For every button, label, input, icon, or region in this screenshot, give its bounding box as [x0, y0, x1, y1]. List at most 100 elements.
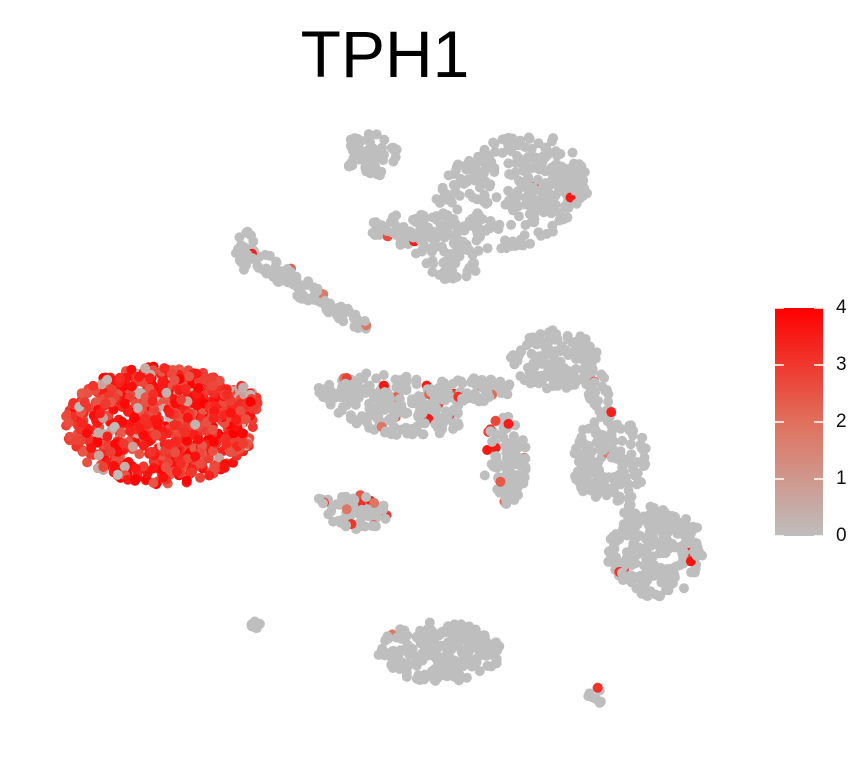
cell-point: [163, 439, 174, 450]
cluster-left-diagonal-arm: [231, 226, 372, 334]
cell-point: [582, 457, 593, 468]
cell-point: [180, 383, 191, 394]
cell-point: [456, 647, 467, 658]
cell-point: [598, 445, 609, 456]
cell-point: [454, 190, 465, 201]
cell-point: [426, 639, 437, 650]
cell-point: [313, 493, 324, 504]
cell-point: [572, 466, 583, 477]
cell-point: [362, 386, 373, 397]
cell-point: [520, 142, 530, 153]
cell-point: [512, 136, 523, 147]
cell-point: [615, 423, 626, 434]
cell-point: [485, 426, 496, 437]
cluster-center-band: [313, 368, 531, 509]
cell-point: [426, 386, 436, 397]
cell-point: [391, 632, 402, 643]
cell-point: [479, 470, 490, 481]
cell-point: [500, 235, 510, 246]
cell-point: [355, 516, 366, 527]
cell-point: [484, 150, 495, 161]
cell-point: [341, 504, 352, 515]
cell-point: [462, 176, 473, 187]
cell-point: [368, 392, 379, 403]
cell-point: [639, 574, 650, 585]
cell-point: [608, 557, 619, 568]
cell-point: [447, 378, 458, 389]
cell-point: [190, 419, 201, 430]
cell-point: [495, 476, 506, 487]
cell-point: [119, 398, 130, 409]
cell-point: [469, 660, 480, 671]
cell-point: [245, 396, 256, 407]
cell-point: [523, 184, 534, 195]
cell-point: [236, 240, 246, 251]
cell-point: [616, 529, 627, 540]
cell-point: [271, 257, 282, 268]
cell-point: [105, 446, 116, 457]
cell-point: [571, 354, 581, 364]
cell-point: [238, 438, 248, 449]
cell-point: [510, 167, 521, 178]
cell-point: [641, 590, 652, 601]
cell-point: [114, 372, 125, 383]
cell-point: [292, 281, 303, 292]
cell-point: [401, 666, 412, 677]
cell-point: [534, 196, 545, 207]
cell-point: [439, 274, 450, 284]
cell-point: [496, 243, 507, 254]
cell-point: [475, 172, 486, 183]
cell-point: [475, 649, 486, 660]
cell-point: [368, 217, 379, 228]
cell-point: [603, 389, 614, 400]
cell-point: [687, 538, 698, 549]
cell-point: [129, 412, 140, 423]
cell-point: [208, 436, 219, 447]
cell-point: [195, 472, 206, 483]
cell-point: [461, 271, 472, 282]
cell-point: [429, 674, 439, 685]
cell-point: [367, 521, 378, 532]
cell-point: [333, 311, 344, 322]
cell-point: [542, 149, 553, 160]
cell-point: [515, 240, 526, 250]
cell-point: [650, 589, 661, 600]
cell-point: [170, 447, 181, 458]
cell-point: [474, 182, 485, 193]
cell-point: [126, 364, 137, 375]
cell-point: [204, 470, 215, 481]
cell-point: [632, 519, 643, 530]
cell-point: [132, 403, 143, 413]
cell-point: [419, 418, 430, 429]
cell-point: [506, 241, 517, 251]
cell-point: [315, 388, 326, 399]
cell-point: [427, 212, 438, 223]
cell-point: [382, 633, 393, 644]
cell-point: [550, 191, 561, 202]
cell-point: [596, 369, 607, 380]
cell-point: [514, 460, 525, 471]
cell-point: [451, 231, 462, 242]
cell-point: [526, 202, 537, 213]
cell-point: [184, 371, 195, 382]
cell-point: [209, 406, 220, 416]
cell-point: [102, 374, 113, 385]
cell-point: [130, 463, 141, 474]
cell-point: [597, 411, 608, 422]
cell-point: [285, 266, 296, 277]
chart-title: TPH1: [300, 17, 470, 91]
cell-point: [539, 337, 550, 348]
cell-point: [467, 375, 478, 386]
cell-point: [632, 479, 642, 490]
cell-point: [515, 440, 526, 451]
cell-point: [380, 427, 391, 438]
cell-point: [526, 364, 537, 375]
cell-point: [356, 411, 367, 422]
cell-point: [584, 341, 595, 352]
cell-point: [550, 160, 560, 171]
cell-point: [238, 264, 249, 275]
cell-point: [361, 166, 372, 177]
cell-point: [125, 426, 136, 437]
cell-point: [663, 544, 674, 555]
cell-point: [159, 363, 170, 374]
